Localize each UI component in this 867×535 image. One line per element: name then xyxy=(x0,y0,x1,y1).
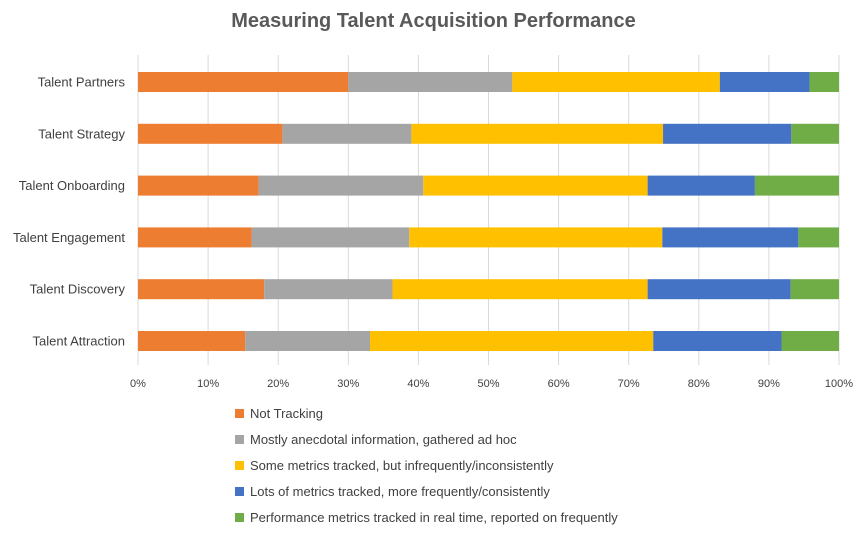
legend-label: Mostly anecdotal information, gathered a… xyxy=(250,431,517,447)
category-label: Talent Strategy xyxy=(38,126,125,141)
legend-swatch xyxy=(235,512,244,522)
bar-segment xyxy=(662,227,799,248)
bar-segment xyxy=(791,123,839,144)
x-tick-label: 10% xyxy=(197,378,219,390)
x-tick-label: 0% xyxy=(130,378,146,390)
bar-segment xyxy=(411,123,664,144)
legend-label: Performance metrics tracked in real time… xyxy=(250,509,618,525)
bar-segment xyxy=(138,175,259,196)
x-tick-label: 30% xyxy=(337,378,359,390)
bar-segment xyxy=(809,72,839,92)
x-tick-label: 50% xyxy=(477,378,499,390)
legend-swatch xyxy=(235,434,244,444)
bar-segment xyxy=(512,72,720,92)
bar-segment xyxy=(647,175,755,196)
bar-segment xyxy=(258,175,424,196)
bar-segment xyxy=(138,227,252,248)
legend-swatch xyxy=(235,408,244,418)
bar-segment xyxy=(251,227,410,248)
legend-item: Not Tracking xyxy=(235,400,618,426)
category-label: Talent Engagement xyxy=(13,230,125,245)
bar-segment xyxy=(798,227,839,248)
bar-segment xyxy=(647,279,791,300)
bar-segment xyxy=(663,123,792,144)
legend-swatch xyxy=(235,460,244,470)
bar-segment xyxy=(282,123,412,144)
chart-plot: 0% 10% 20% 30% 40% 50% 60% 70% 80% 90% 100% Talent … xyxy=(13,55,853,390)
bar-segment xyxy=(754,175,839,196)
legend-item: Performance metrics tracked in real time… xyxy=(235,504,618,530)
bar-segment xyxy=(409,227,663,248)
legend-item: Mostly anecdotal information, gathered a… xyxy=(235,426,618,452)
x-tick-label: 80% xyxy=(688,378,710,390)
x-tick-label: 60% xyxy=(548,378,570,390)
bar-segment xyxy=(138,331,246,351)
bar-segment xyxy=(781,331,839,351)
x-tick-label: 20% xyxy=(267,378,289,390)
legend-swatch xyxy=(235,486,244,496)
bar-segment xyxy=(245,331,371,351)
category-label: Talent Attraction xyxy=(33,334,126,349)
bar-segment xyxy=(392,279,648,300)
legend: Not Tracking Mostly anecdotal information… xyxy=(235,400,618,530)
bar-segment xyxy=(348,72,513,92)
legend-label: Lots of metrics tracked, more frequently… xyxy=(250,483,550,499)
x-tick-label: 90% xyxy=(758,378,780,390)
bar-segment xyxy=(138,72,349,92)
x-tick-label: 40% xyxy=(407,378,429,390)
category-label: Talent Partners xyxy=(38,75,126,90)
category-label: Talent Discovery xyxy=(30,282,126,297)
chart-title: Measuring Talent Acquisition Performance xyxy=(231,10,636,32)
category-label: Talent Onboarding xyxy=(19,178,125,193)
bar-segment xyxy=(138,123,283,144)
bar-segment xyxy=(653,331,782,351)
legend-label: Some metrics tracked, but infrequently/i… xyxy=(250,457,554,473)
legend-item: Some metrics tracked, but infrequently/i… xyxy=(235,452,618,478)
bar-segment xyxy=(790,279,839,300)
bar-segment xyxy=(719,72,810,92)
bar-segment xyxy=(138,279,265,300)
bar-segment xyxy=(423,175,648,196)
legend-label: Not Tracking xyxy=(250,405,323,421)
bar-segment xyxy=(370,331,654,351)
legend-item: Lots of metrics tracked, more frequently… xyxy=(235,478,618,504)
x-tick-label: 70% xyxy=(618,378,640,390)
x-tick-label: 100% xyxy=(825,378,853,390)
bar-segment xyxy=(264,279,393,300)
